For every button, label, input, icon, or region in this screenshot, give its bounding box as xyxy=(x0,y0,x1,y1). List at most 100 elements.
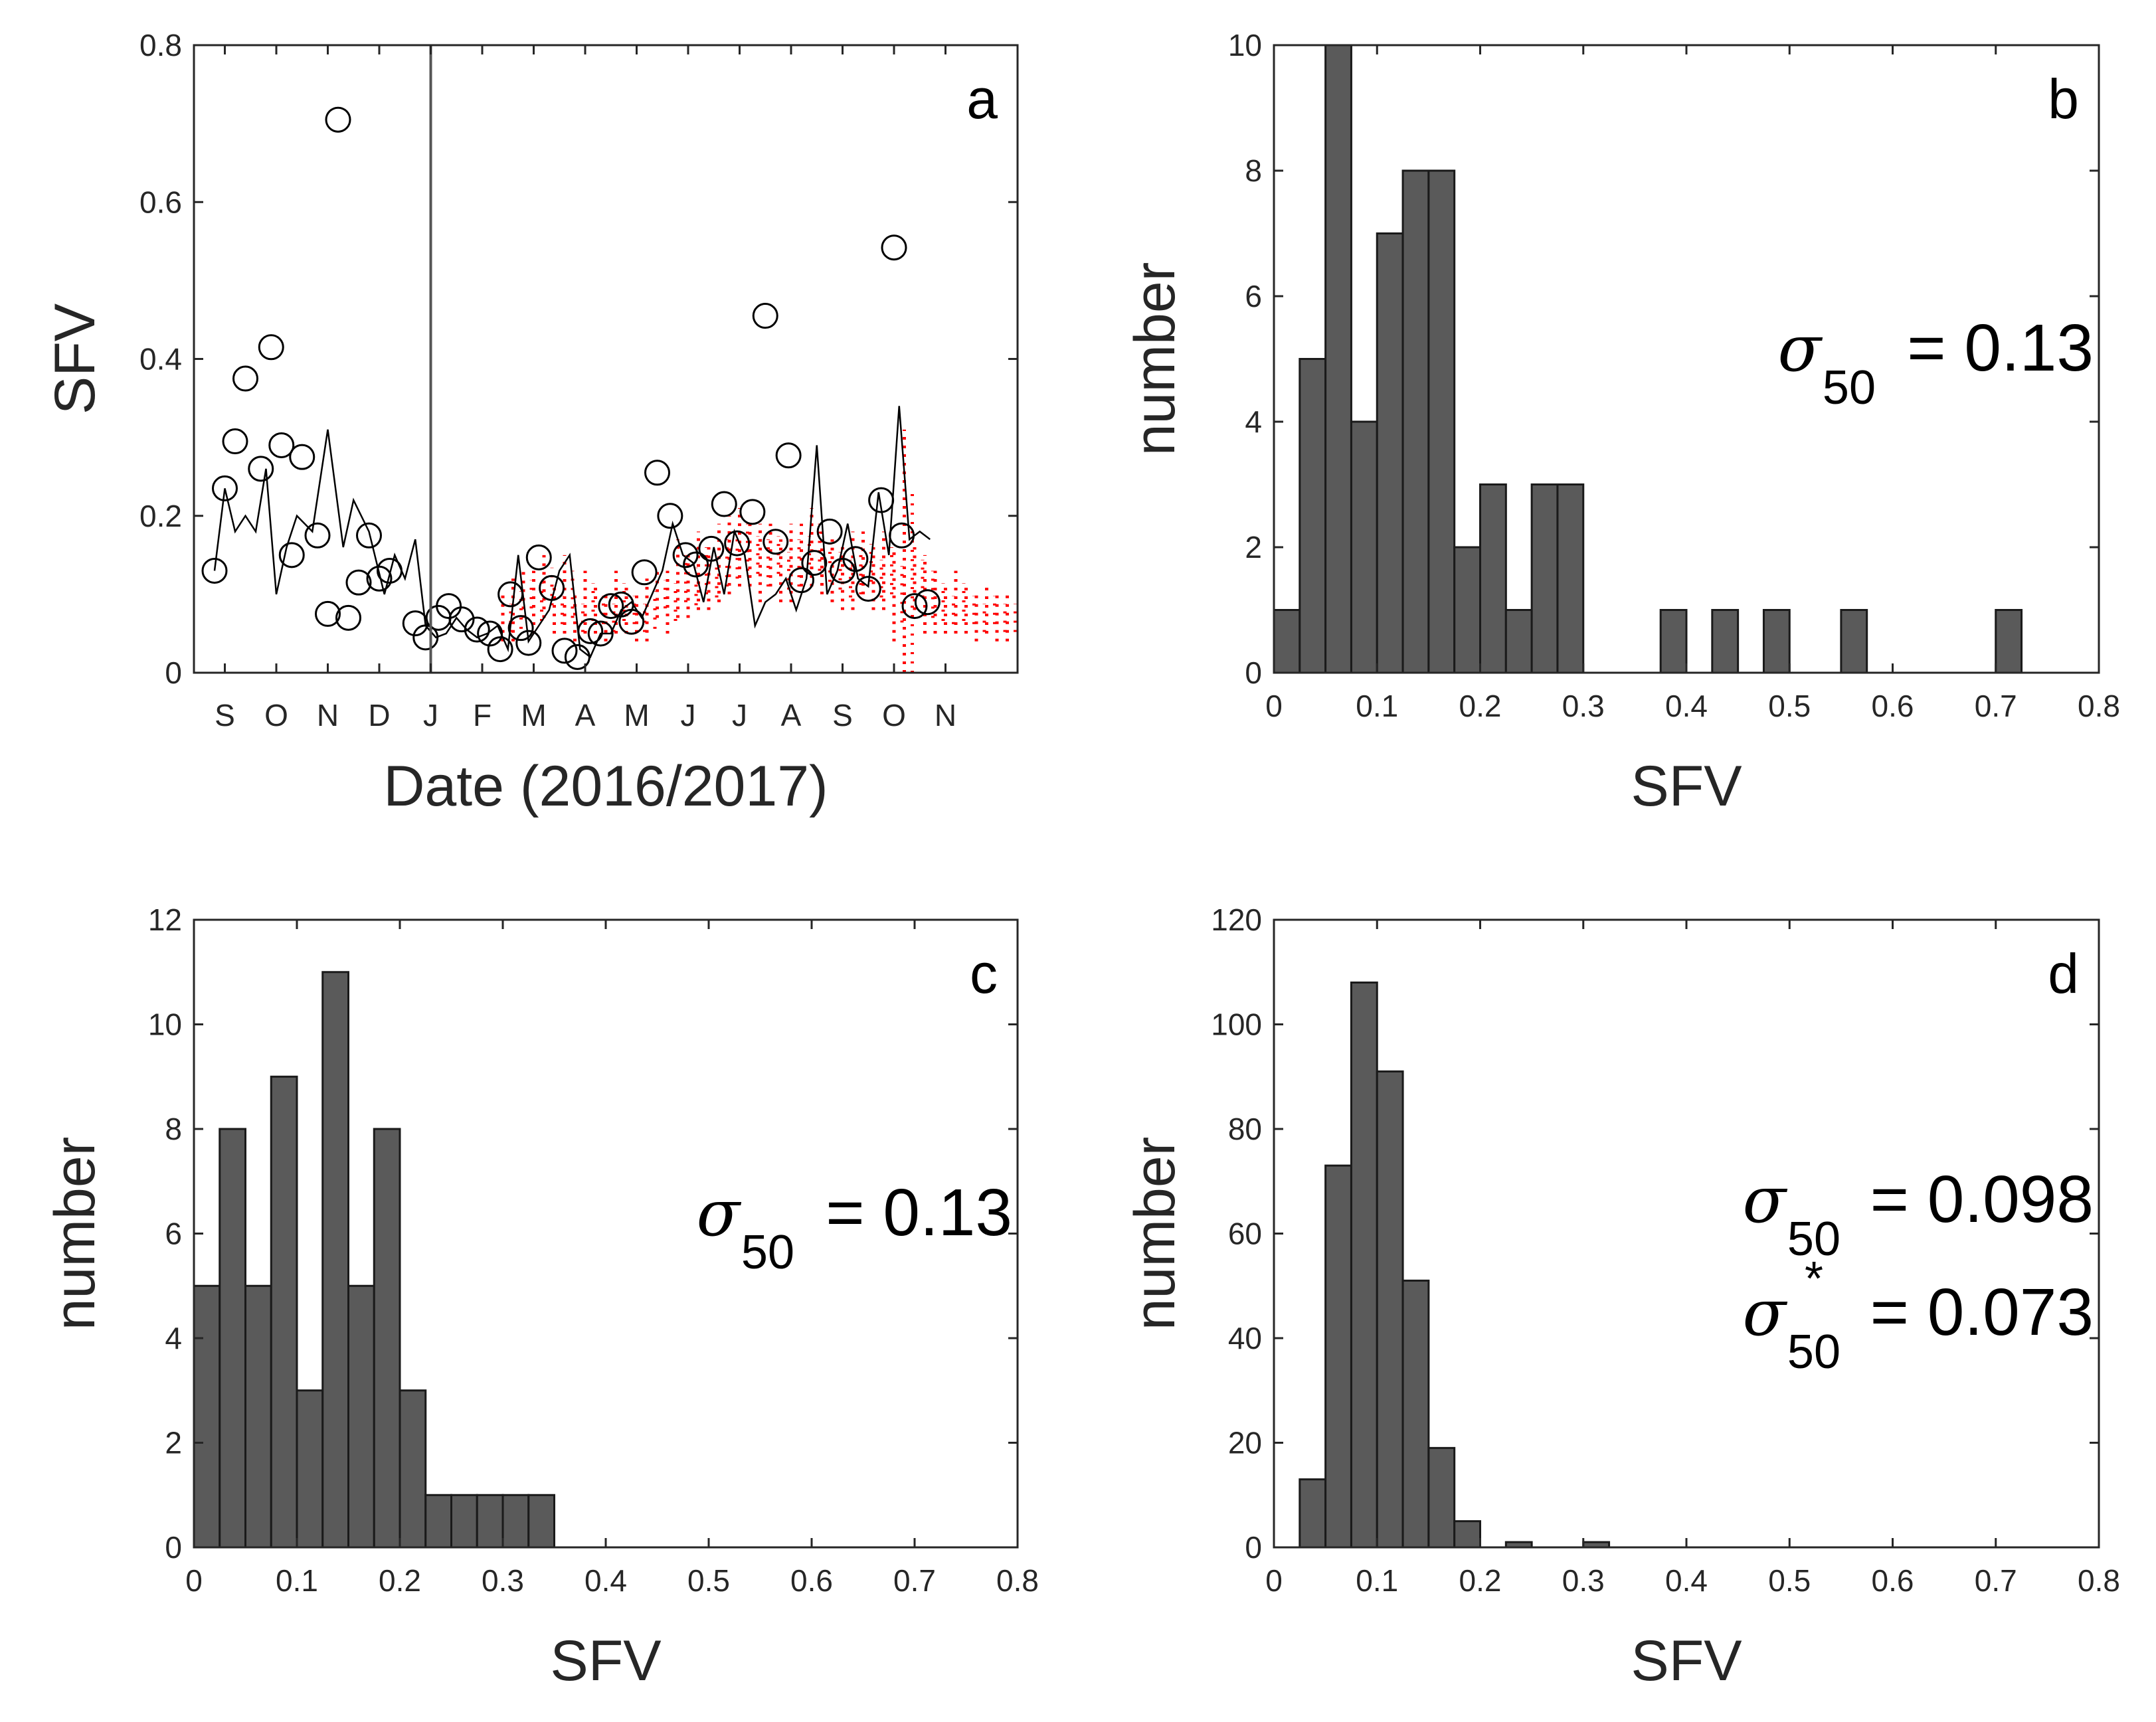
sigma-symbol: σ xyxy=(1742,1163,1787,1237)
histogram-bar xyxy=(476,1494,504,1549)
observation-circle xyxy=(258,334,284,361)
panel-d: 0 20 40 60 80 100 120 0 0.1 0.2 0.3 0.4 0.5 0.6 0.7 0.8… xyxy=(1123,903,2120,1693)
observation-circle xyxy=(356,522,382,549)
observation-circle xyxy=(304,522,331,549)
x-axis-label: Date (2016/2017) xyxy=(383,754,828,818)
a-y-tick-label: 0.4 xyxy=(139,342,182,377)
b-x-tick-label: 0.5 xyxy=(1768,689,1811,723)
c-x-tick-label: 0.8 xyxy=(996,1563,1039,1598)
histogram-bar xyxy=(219,1128,246,1549)
month-tick-label: J xyxy=(423,698,438,732)
histogram-bar xyxy=(424,1494,452,1549)
d-x-tick-label: 0.8 xyxy=(2078,1563,2120,1598)
b-y-tick-label: 0 xyxy=(1245,655,1262,690)
sigma-annotation: = 0.13 50σ xyxy=(696,1175,1012,1279)
histogram-bar xyxy=(296,1389,324,1549)
sigma-value: = 0.13 xyxy=(1907,311,2094,385)
observation-circle xyxy=(539,574,565,601)
histogram-bar xyxy=(1376,232,1404,674)
histogram-bar xyxy=(1299,1478,1327,1549)
observation-circle xyxy=(752,303,778,329)
month-tick-label: J xyxy=(732,698,747,732)
histogram-bar xyxy=(1479,483,1507,674)
y-axis-label: number xyxy=(43,1137,107,1331)
month-tick-label: O xyxy=(264,698,288,732)
c-x-tick-label: 0 xyxy=(185,1563,203,1598)
c-y-tick-label: 8 xyxy=(165,1112,182,1146)
a-y-tick-label: 0.6 xyxy=(139,185,182,219)
a-y-tick-label: 0.2 xyxy=(139,499,182,533)
observation-circle xyxy=(201,557,228,584)
observation-circle xyxy=(515,630,542,656)
observation-circle xyxy=(698,535,725,562)
month-tick-label: D xyxy=(368,698,390,732)
histogram-bar xyxy=(1427,1446,1456,1549)
histogram-bar xyxy=(1350,982,1378,1549)
month-tick-label: M xyxy=(521,698,546,732)
observation-circle xyxy=(901,593,928,620)
b-x-tick-label: 0.7 xyxy=(1975,689,2017,723)
histogram-bar xyxy=(1504,609,1533,674)
d-x-tick-label: 0.7 xyxy=(1975,1563,2017,1598)
y-axis-label: number xyxy=(1123,1137,1187,1331)
observation-circle xyxy=(577,618,604,644)
observation-circle xyxy=(631,559,658,586)
b-x-tick-label: 0.8 xyxy=(2078,689,2120,723)
observation-circle xyxy=(268,432,295,458)
observation-circle xyxy=(289,444,315,470)
histogram-bar xyxy=(1453,1520,1481,1549)
observation-circle xyxy=(564,644,590,670)
observation-circle xyxy=(525,544,552,570)
sigma-superscript: * xyxy=(1805,1252,1823,1306)
d-y-tick-label: 60 xyxy=(1228,1217,1262,1251)
d-y-tick-label: 0 xyxy=(1245,1530,1262,1565)
observation-circle xyxy=(763,529,789,555)
observation-circle xyxy=(278,542,305,568)
observation-circle xyxy=(842,546,869,572)
sigma-value: = 0.13 xyxy=(826,1175,1012,1250)
y-axis-label: number xyxy=(1123,262,1187,456)
x-axis-label: SFV xyxy=(1631,1629,1742,1693)
a-y-tick-label: 0.8 xyxy=(139,28,182,62)
observation-circle xyxy=(657,503,683,529)
c-y-tick-label: 4 xyxy=(165,1321,182,1355)
c-x-tick-label: 0.7 xyxy=(893,1563,936,1598)
sigma-symbol: σ xyxy=(1777,311,1823,386)
observation-circle xyxy=(222,428,248,455)
histogram-bar xyxy=(1840,609,1868,674)
histogram-bar xyxy=(1427,169,1456,674)
histogram-bar xyxy=(1530,483,1559,674)
c-x-tick-label: 0.3 xyxy=(482,1563,524,1598)
d-y-tick-label: 40 xyxy=(1228,1321,1262,1355)
histogram-bar xyxy=(1350,420,1378,674)
sigma-value: = 0.098 xyxy=(1870,1162,2094,1237)
c-x-tick-label: 0.5 xyxy=(687,1563,730,1598)
histogram-bar xyxy=(1299,358,1327,674)
b-x-tick-label: 0.1 xyxy=(1356,689,1398,723)
d-y-tick-label: 20 xyxy=(1228,1426,1262,1460)
sigma-symbol: σ xyxy=(1742,1276,1787,1350)
observation-circle xyxy=(881,234,907,261)
d-x-tick-label: 0.6 xyxy=(1872,1563,1914,1598)
sigma-subscript: 50 xyxy=(1823,361,1876,414)
a-y-tick-label: 0 xyxy=(165,655,182,690)
panel-label: c xyxy=(970,942,998,1005)
c-y-tick-label: 0 xyxy=(165,1530,182,1565)
sigma-annotation: = 0.073 50 * σ xyxy=(1742,1252,2094,1379)
observation-circle xyxy=(788,567,814,594)
histogram-bar xyxy=(1453,546,1481,674)
observation-circle xyxy=(644,460,670,486)
observation-circle xyxy=(325,106,351,133)
histogram-bar xyxy=(1401,1279,1430,1549)
observation-circle xyxy=(739,499,766,525)
observation-circle xyxy=(248,456,274,482)
observation-circle xyxy=(855,576,881,602)
c-x-tick-label: 0.1 xyxy=(276,1563,318,1598)
observation-circle xyxy=(477,620,503,647)
sigma-subscript: 50 xyxy=(1787,1326,1841,1379)
panel-b: 0 2 4 6 8 10 0 0.1 0.2 0.3 0.4 0.5 0.6 0.7 0.8 SFV numbe… xyxy=(1123,28,2120,818)
observation-circle xyxy=(724,530,751,557)
b-x-tick-label: 0.2 xyxy=(1459,689,1502,723)
panel-label: a xyxy=(966,68,998,130)
